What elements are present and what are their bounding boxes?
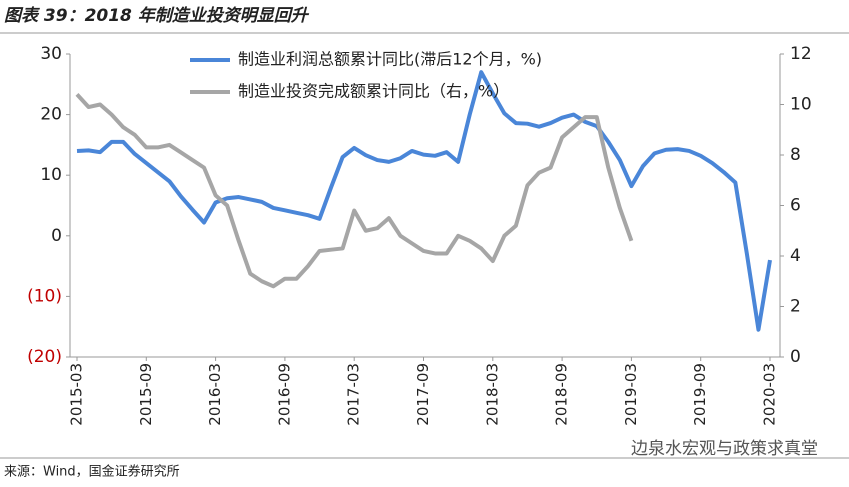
y-tick-label: (10) bbox=[27, 286, 62, 306]
x-tick-label: 2019-03 bbox=[622, 363, 640, 426]
legend-label: 制造业投资完成额累计同比（右，%） bbox=[238, 82, 509, 101]
y2-tick-label: 0 bbox=[790, 347, 801, 367]
series-line bbox=[75, 93, 634, 289]
x-tick-label: 2015-09 bbox=[137, 363, 155, 426]
x-tick-label: 2015-03 bbox=[68, 363, 86, 426]
y2-tick-label: 12 bbox=[790, 44, 812, 64]
y2-tick-label: 6 bbox=[790, 196, 801, 216]
y-tick-label: 0 bbox=[51, 226, 62, 246]
x-tick-label: 2018-03 bbox=[483, 363, 501, 426]
legend-label: 制造业利润总额累计同比(滞后12个月，%) bbox=[238, 50, 542, 69]
x-tick-label: 2016-03 bbox=[206, 363, 224, 426]
x-tick-label: 2016-09 bbox=[275, 363, 293, 426]
watermark: 边泉水宏观与政策求真堂 bbox=[631, 439, 818, 459]
x-tick-label: 2017-03 bbox=[345, 363, 363, 426]
x-tick-label: 2017-09 bbox=[414, 363, 432, 426]
y-tick-label: 20 bbox=[40, 105, 62, 125]
chart-title: 图表 39：2018 年制造业投资明显回升 bbox=[4, 6, 310, 26]
source: 来源：Wind，国金证券研究所 bbox=[4, 464, 180, 480]
y2-tick-label: 2 bbox=[790, 297, 801, 317]
y-tick-label: 30 bbox=[40, 44, 62, 64]
x-tick-label: 2019-09 bbox=[691, 363, 709, 426]
y2-tick-label: 10 bbox=[790, 95, 812, 115]
y2-tick-label: 8 bbox=[790, 145, 801, 165]
series-line bbox=[76, 70, 772, 332]
y2-tick-label: 4 bbox=[790, 246, 801, 266]
y-tick-label: 10 bbox=[40, 165, 62, 185]
x-tick-label: 2018-09 bbox=[553, 363, 571, 426]
y-tick-label: (20) bbox=[27, 347, 62, 367]
x-tick-label: 2020-03 bbox=[761, 363, 779, 426]
